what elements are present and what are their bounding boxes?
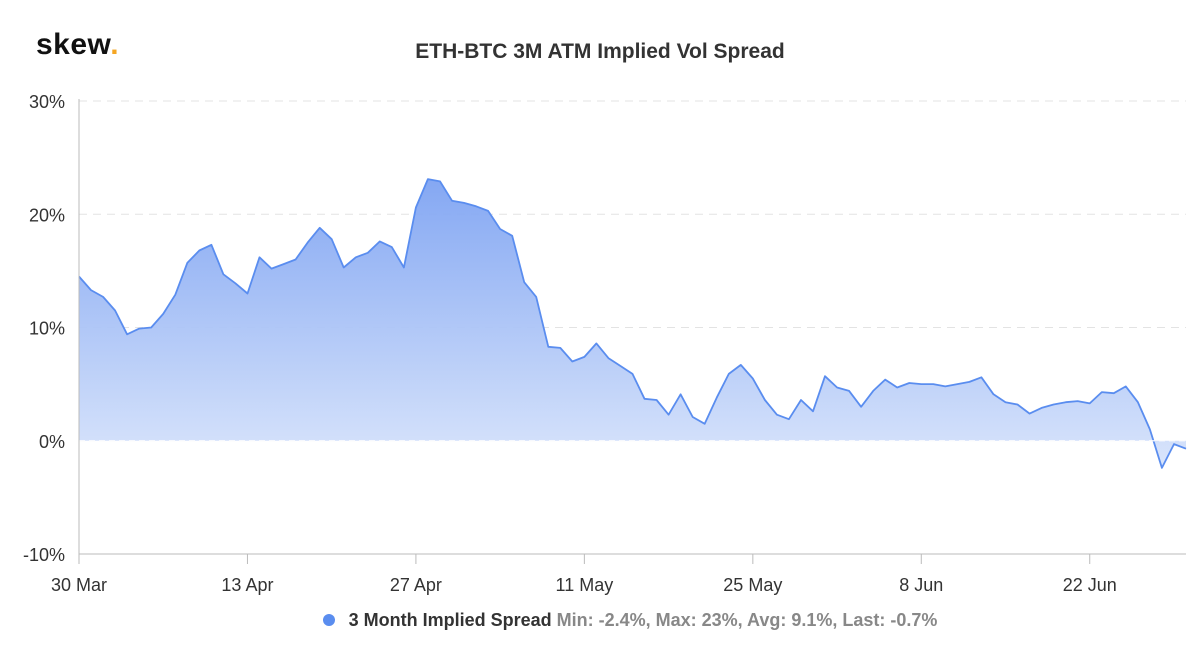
x-tick-label: 8 Jun xyxy=(899,575,943,595)
legend-marker xyxy=(322,614,335,627)
y-tick-label: -10% xyxy=(23,545,65,565)
skew-logo: skew. xyxy=(36,28,119,62)
logo-text: skew xyxy=(36,28,111,61)
x-tick-label: 25 May xyxy=(723,575,782,595)
axes xyxy=(78,99,1186,564)
area-fill xyxy=(79,179,1186,468)
x-tick-label: 30 Mar xyxy=(51,575,107,595)
series-line xyxy=(78,178,1187,469)
y-tick-label: 20% xyxy=(29,205,65,225)
x-axis-labels: 30 Mar 13 Apr 27 Apr 11 May 25 May 8 Jun 22 Ju… xyxy=(51,575,1117,595)
x-tick-label: 13 Apr xyxy=(221,575,273,595)
chart-title: ETH-BTC 3M ATM Implied Vol Spread xyxy=(415,40,785,63)
y-tick-label: 0% xyxy=(39,432,65,452)
y-tick-label: 10% xyxy=(29,319,65,339)
logo-dot: . xyxy=(110,28,120,61)
y-axis-labels: 30% 20% 10% 0% -10% xyxy=(23,92,65,565)
y-tick-label: 30% xyxy=(29,92,65,112)
x-tick-label: 11 May xyxy=(556,575,614,595)
legend-series-name: 3 Month Implied Spread xyxy=(348,610,552,630)
legend-series-stats: Min: -2.4%, Max: 23%, Avg: 9.1%, Last: -… xyxy=(556,610,938,630)
x-tick-label: 27 Apr xyxy=(390,575,442,595)
x-tick-label: 22 Jun xyxy=(1063,575,1117,595)
series-area xyxy=(78,178,1187,469)
legend[interactable]: 3 Month Implied Spread Min: -2.4%, Max: … xyxy=(0,610,1200,631)
